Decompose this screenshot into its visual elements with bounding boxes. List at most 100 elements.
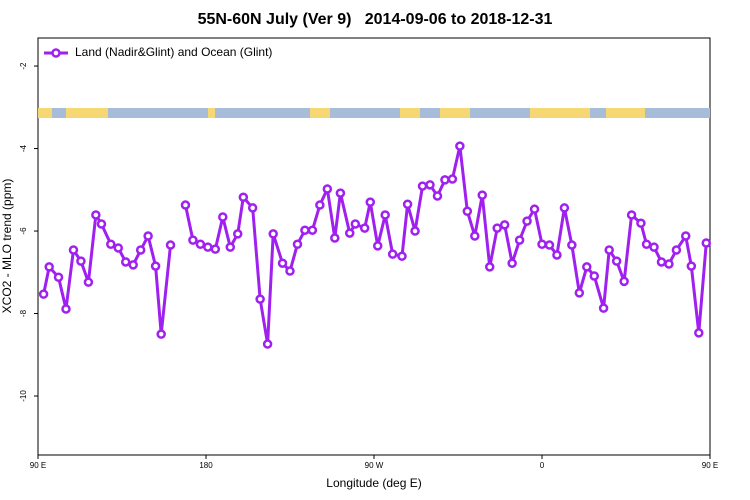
legend-label: Land (Nadir&Glint) and Ocean (Glint) bbox=[75, 45, 272, 59]
data-point bbox=[218, 212, 228, 222]
data-point bbox=[203, 242, 213, 252]
data-point bbox=[641, 239, 652, 249]
data-point bbox=[507, 258, 517, 268]
data-point bbox=[701, 238, 712, 248]
data-point bbox=[589, 271, 600, 281]
data-point bbox=[335, 188, 346, 198]
data-point bbox=[514, 235, 525, 245]
data-point bbox=[425, 180, 435, 190]
data-point bbox=[552, 250, 562, 260]
data-point bbox=[664, 259, 674, 269]
data-point bbox=[574, 288, 585, 298]
data-point bbox=[484, 262, 495, 272]
data-point bbox=[440, 175, 450, 185]
data-point bbox=[315, 200, 325, 210]
data-point bbox=[83, 277, 94, 287]
y-tick-label: -10 bbox=[19, 390, 28, 402]
data-point bbox=[61, 304, 71, 314]
data-point bbox=[210, 244, 221, 254]
data-point bbox=[292, 239, 303, 249]
data-point bbox=[91, 210, 101, 220]
x-tick-label: 90 W bbox=[365, 461, 384, 470]
chart-title: 55N-60N July (Ver 9) 2014-09-06 to 2018-… bbox=[198, 11, 553, 28]
data-point bbox=[492, 223, 502, 233]
data-point bbox=[106, 239, 116, 249]
data-point bbox=[477, 190, 488, 200]
data-point bbox=[262, 339, 273, 349]
data-point bbox=[120, 257, 131, 267]
data-point bbox=[150, 261, 161, 271]
data-point bbox=[604, 245, 614, 255]
data-point bbox=[397, 251, 407, 261]
data-point bbox=[180, 200, 191, 210]
data-point bbox=[96, 219, 107, 229]
data-point bbox=[255, 294, 265, 304]
data-point bbox=[365, 197, 376, 207]
data-point bbox=[470, 231, 480, 241]
data-point bbox=[268, 229, 278, 239]
data-point bbox=[195, 239, 206, 249]
data-point bbox=[380, 210, 390, 220]
y-axis-label: XCO2 - MLO trend (ppm) bbox=[0, 179, 14, 314]
data-point bbox=[619, 276, 629, 287]
x-tick-label: 0 bbox=[540, 461, 545, 470]
data-point bbox=[686, 261, 697, 271]
x-tick-label: 180 bbox=[199, 461, 213, 470]
x-tick-label: 90 E bbox=[702, 461, 718, 470]
data-point bbox=[671, 245, 682, 255]
data-point bbox=[225, 242, 236, 252]
data-point bbox=[156, 329, 166, 339]
data-point bbox=[38, 289, 49, 299]
data-point bbox=[344, 228, 355, 238]
data-point bbox=[68, 245, 79, 255]
data-point bbox=[567, 240, 577, 250]
data-point bbox=[499, 220, 510, 230]
data-point bbox=[232, 229, 243, 239]
data-point bbox=[44, 262, 54, 272]
data-point bbox=[432, 191, 443, 201]
data-point bbox=[76, 256, 86, 266]
x-axis-label: Longitude (deg E) bbox=[326, 476, 421, 490]
data-point bbox=[330, 233, 340, 243]
data-point bbox=[135, 245, 146, 255]
data-point bbox=[128, 260, 138, 270]
data-point bbox=[611, 256, 622, 266]
y-tick-label: -6 bbox=[19, 227, 28, 235]
data-point bbox=[307, 225, 318, 235]
data-point bbox=[410, 226, 420, 236]
data-point bbox=[559, 203, 570, 213]
data-point bbox=[238, 192, 249, 202]
data-point bbox=[322, 184, 333, 194]
data-point bbox=[402, 199, 413, 209]
data-point bbox=[277, 258, 288, 268]
x-tick-label: 90 E bbox=[30, 461, 46, 470]
y-tick-label: -2 bbox=[19, 62, 28, 70]
data-point bbox=[188, 235, 198, 245]
data-point bbox=[143, 231, 153, 241]
data-point bbox=[300, 225, 310, 235]
data-point bbox=[626, 210, 637, 220]
data-point bbox=[455, 141, 465, 151]
data-point bbox=[417, 181, 428, 191]
data-point bbox=[447, 174, 458, 184]
data-point bbox=[372, 241, 383, 251]
y-tick-label: -8 bbox=[19, 309, 28, 317]
data-point bbox=[582, 262, 592, 272]
data-point bbox=[359, 223, 370, 233]
data-point bbox=[462, 206, 473, 216]
data-point bbox=[680, 231, 691, 241]
data-point bbox=[113, 243, 124, 253]
data-point bbox=[636, 218, 646, 228]
data-point bbox=[522, 216, 532, 226]
y-tick-label: -4 bbox=[19, 144, 28, 152]
data-point bbox=[694, 328, 704, 338]
data-point bbox=[656, 257, 667, 267]
legend-marker bbox=[51, 48, 61, 58]
map-strip bbox=[38, 108, 710, 118]
data-point bbox=[165, 240, 176, 250]
data-point bbox=[53, 272, 64, 282]
data-point bbox=[537, 239, 547, 249]
data-point bbox=[529, 204, 540, 214]
data-point bbox=[350, 219, 361, 229]
